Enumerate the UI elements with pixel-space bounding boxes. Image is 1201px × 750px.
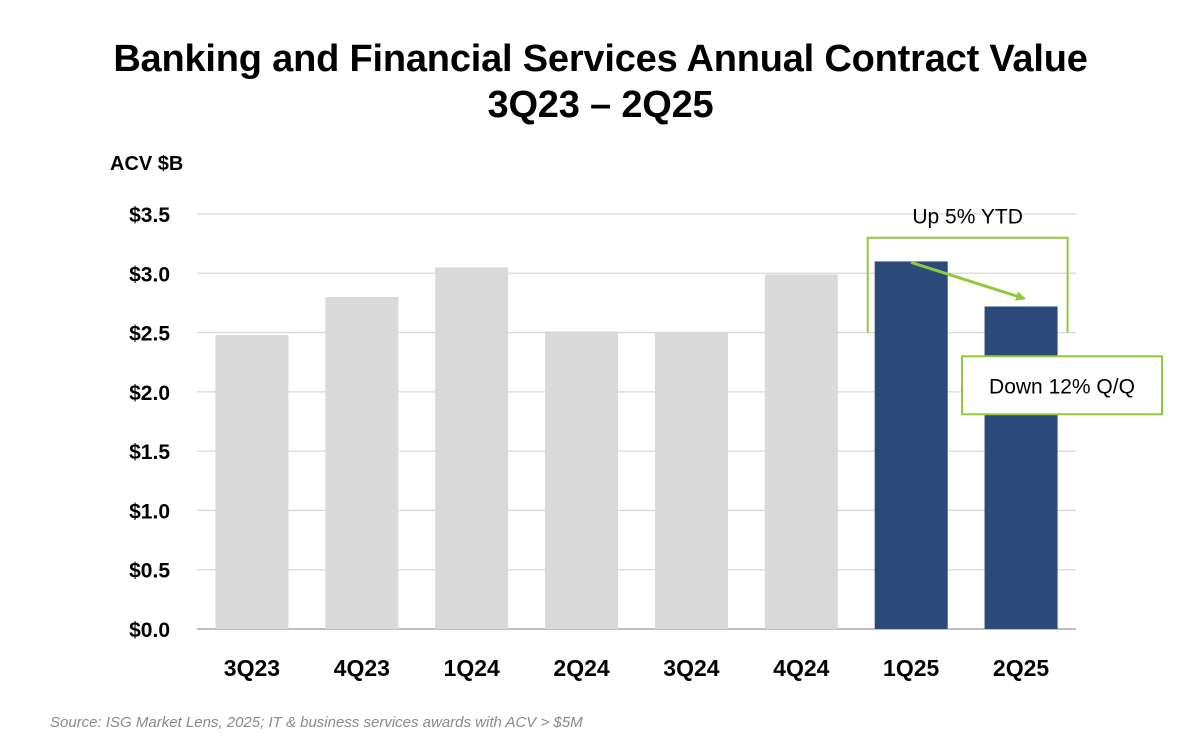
bar-3q23 xyxy=(215,334,289,629)
chart-title-line1: Banking and Financial Services Annual Co… xyxy=(113,38,1088,80)
bars xyxy=(215,261,1058,629)
qq-arrow xyxy=(910,260,1026,301)
ytd-bracket xyxy=(866,236,1069,333)
y-tick-label: $3.5 xyxy=(129,204,170,227)
y-tick-label: $1.5 xyxy=(129,441,170,464)
x-tick-label: 1Q24 xyxy=(444,655,500,681)
x-tick-label: 1Q25 xyxy=(883,655,939,681)
qq-annotation-box xyxy=(961,355,1163,416)
source-note: Source: ISG Market Lens, 2025; IT & busi… xyxy=(50,714,583,731)
qq-annotation-label: Down 12% Q/Q xyxy=(989,375,1135,398)
bar-chart: ACV $B $0.0$0.5$1.0$1.5$2.0$2.5$3.0$3.5 … xyxy=(110,153,1163,681)
x-tick-label: 4Q23 xyxy=(334,655,390,681)
bar-2q25 xyxy=(984,306,1058,629)
y-axis-title: ACV $B xyxy=(110,153,183,175)
x-tick-label: 2Q25 xyxy=(993,655,1049,681)
bar-1q24 xyxy=(435,267,509,629)
y-tick-label: $2.5 xyxy=(129,323,170,346)
y-tick-label: $0.5 xyxy=(129,560,170,583)
bar-3q24 xyxy=(654,332,728,629)
y-tick-label: $2.0 xyxy=(129,382,170,405)
y-tick-label: $0.0 xyxy=(129,619,170,642)
x-tick-label: 2Q24 xyxy=(553,655,609,681)
x-tick-label: 4Q24 xyxy=(773,655,829,681)
chart-title-line2: 3Q23 – 2Q25 xyxy=(487,84,714,126)
x-tick-label: 3Q24 xyxy=(663,655,719,681)
y-tick-labels: $0.0 $0.5 $1.0 $1.5 $2.0 $2.5 $3.0 $3.5 xyxy=(129,204,170,642)
bar-4q24 xyxy=(764,274,838,629)
bar-4q23 xyxy=(325,297,399,629)
x-tick-labels: 3Q23 4Q23 1Q24 2Q24 3Q24 4Q24 1Q25 2Q25 xyxy=(224,655,1050,681)
y-tick-label: $1.0 xyxy=(129,500,170,523)
annotations: Up 5% YTD Down 12% Q/Q xyxy=(866,206,1163,416)
bar-2q24 xyxy=(545,331,619,629)
x-tick-label: 3Q23 xyxy=(224,655,280,681)
y-tick-label: $3.0 xyxy=(129,263,170,286)
bar-1q25 xyxy=(874,261,948,629)
ytd-annotation-label: Up 5% YTD xyxy=(912,206,1023,229)
